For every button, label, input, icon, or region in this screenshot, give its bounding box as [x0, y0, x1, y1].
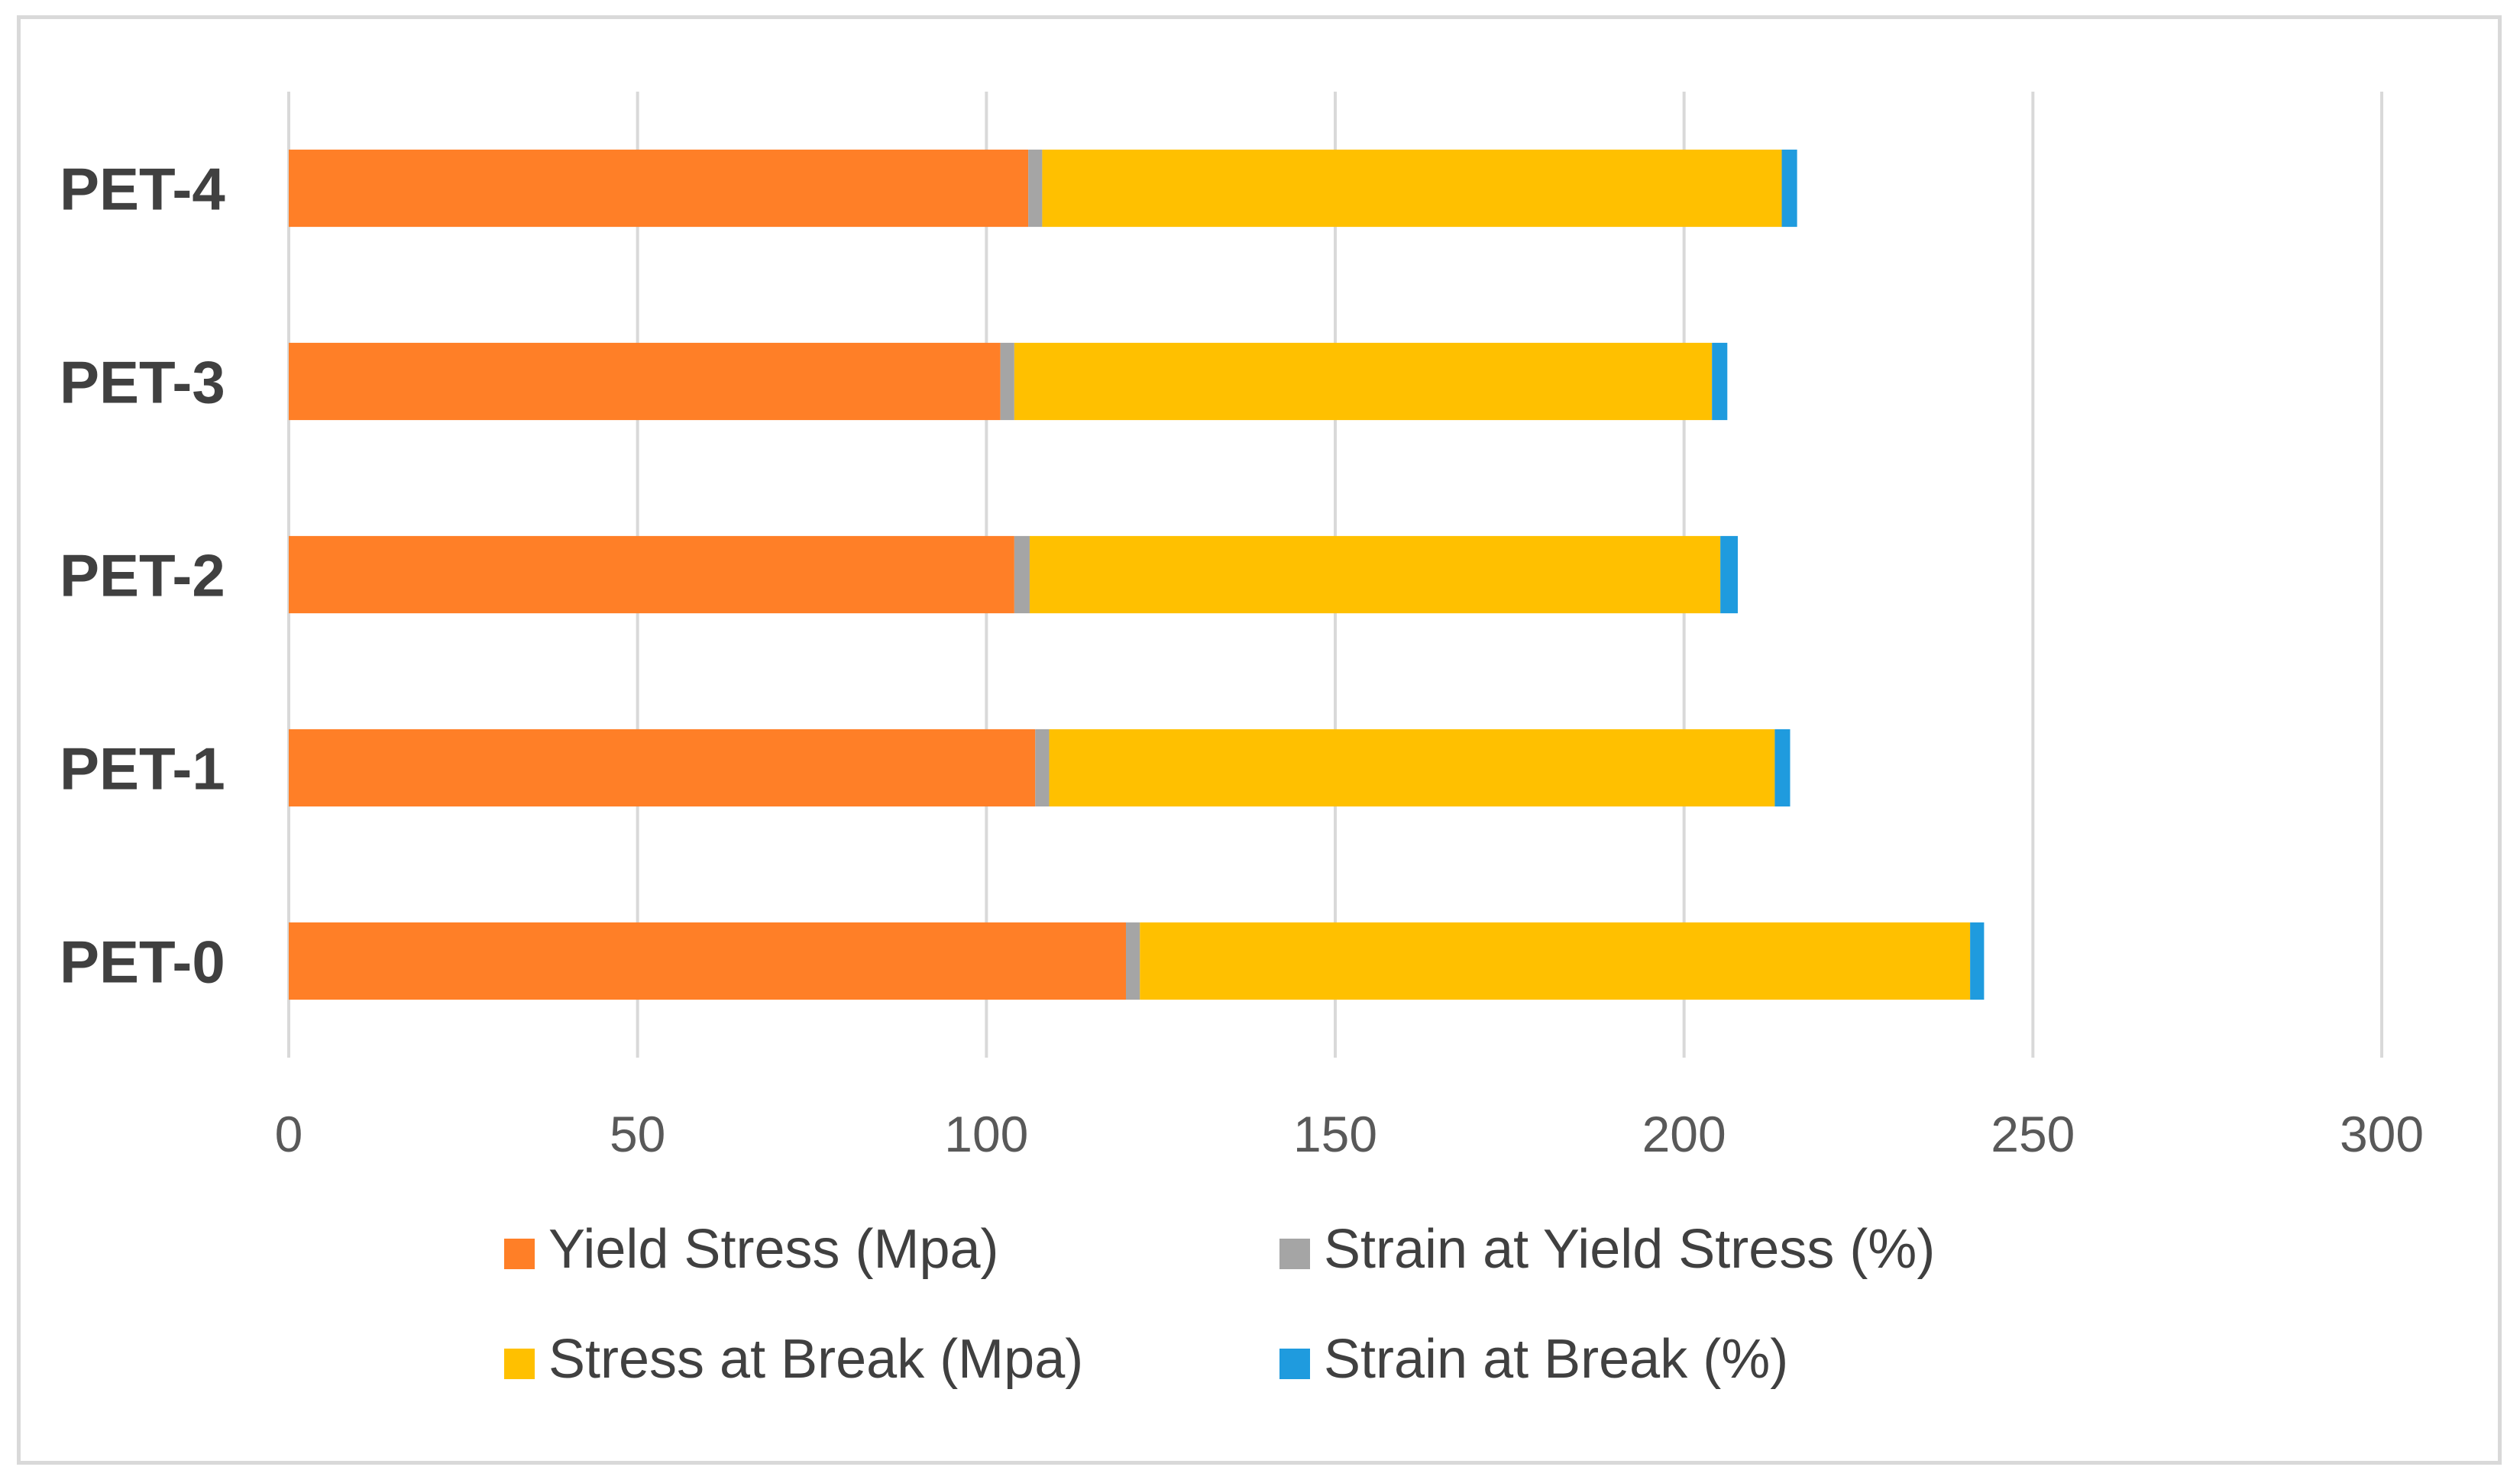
legend-label: Strain at Break (%)	[1324, 1329, 1788, 1390]
category-label: PET-2	[60, 542, 225, 609]
bar-segment	[1712, 342, 1728, 421]
category-label: PET-3	[60, 349, 225, 416]
bars	[289, 149, 1985, 1000]
bar-segment	[1042, 149, 1782, 228]
x-tick-label: 0	[275, 1106, 303, 1162]
legend-swatch	[504, 1239, 535, 1269]
x-tick-label: 100	[944, 1106, 1028, 1162]
bar-segment	[1028, 149, 1043, 228]
bar-segment	[1014, 342, 1713, 421]
x-tick-label: 50	[610, 1106, 665, 1162]
bar-segment	[289, 922, 1126, 1000]
legend-swatch	[1279, 1349, 1310, 1379]
grid-lines	[636, 92, 2383, 1058]
bar-segment	[1970, 922, 1985, 1000]
bar-segment	[1774, 729, 1791, 807]
legend-swatch	[1279, 1239, 1310, 1269]
x-tick-label: 200	[1642, 1106, 1726, 1162]
x-tick-label: 150	[1293, 1106, 1377, 1162]
category-label: PET-4	[60, 156, 225, 223]
bar-segment	[289, 149, 1029, 228]
bar-segment	[1014, 535, 1030, 614]
bar-segment	[1029, 535, 1721, 614]
legend: Yield Stress (Mpa) Strain at Yield Stress…	[504, 1219, 1935, 1390]
bar-segment	[1126, 922, 1140, 1000]
bar-segment	[1035, 729, 1050, 807]
x-tick-labels: 0 50 100 150 200 250 300	[275, 1106, 2424, 1162]
bar-segment	[289, 535, 1014, 614]
category-labels: PET-0 PET-1 PET-2 PET-3 PET-4	[60, 156, 225, 996]
legend-label: Strain at Yield Stress (%)	[1324, 1219, 1935, 1280]
bar-segment	[289, 342, 1001, 421]
x-tick-label: 250	[1991, 1106, 2075, 1162]
bar-segment	[1049, 729, 1775, 807]
bar-segment	[1140, 922, 1971, 1000]
bar-segment	[289, 729, 1036, 807]
bar-segment	[1000, 342, 1014, 421]
category-label: PET-0	[60, 929, 225, 996]
category-label: PET-1	[60, 735, 225, 803]
legend-label: Stress at Break (Mpa)	[548, 1329, 1083, 1390]
bar-segment	[1781, 149, 1797, 228]
bar-segment	[1720, 535, 1738, 614]
legend-swatch	[504, 1349, 535, 1379]
legend-label: Yield Stress (Mpa)	[548, 1219, 999, 1280]
x-tick-label: 300	[2340, 1106, 2424, 1162]
